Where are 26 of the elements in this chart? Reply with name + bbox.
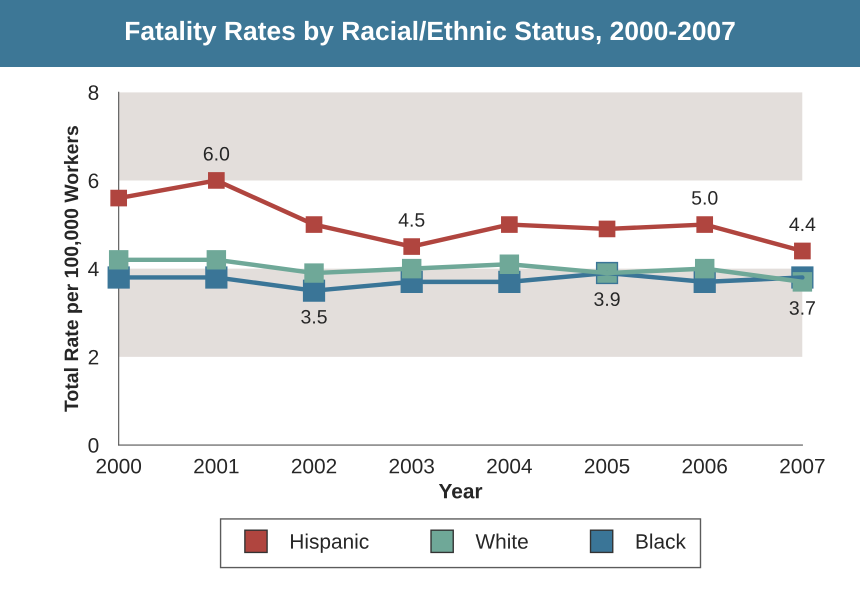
x-tick-label: 2001	[194, 458, 239, 474]
x-tick-label: 2003	[390, 458, 434, 474]
data-label: 3.7	[790, 301, 815, 315]
data-label: 3.9	[594, 292, 620, 306]
x-tick-label: 2005	[584, 458, 630, 474]
legend-label: Hispanic	[291, 534, 369, 553]
x-axis-title: Year	[438, 484, 482, 498]
data-label: 3.5	[301, 310, 327, 324]
y-tick-label: 8	[88, 85, 98, 100]
data-label: 5.0	[692, 190, 718, 205]
data-label: 4.4	[789, 218, 816, 232]
y-tick-label: 2	[88, 350, 98, 364]
legend-label: White	[476, 534, 528, 549]
legend-label: Black	[636, 534, 686, 549]
chart-title: Fatality Rates by Racial/Ethnic Status, 2000-2007	[126, 20, 735, 46]
x-tick-label: 2002	[292, 458, 336, 474]
y-tick-label: 6	[88, 173, 98, 188]
y-axis-title: Total Rate per 100,000 Workers	[64, 126, 82, 412]
y-tick-label: 4	[88, 262, 99, 276]
x-tick-label: 2000	[96, 458, 142, 474]
x-tick-label: 2004	[487, 458, 532, 474]
x-tick-label: 2006	[682, 458, 727, 474]
y-tick-label: 0	[88, 438, 98, 453]
data-label: 4.5	[398, 213, 424, 227]
x-tick-label: 2007	[780, 458, 825, 474]
data-label: 6.0	[204, 146, 230, 161]
